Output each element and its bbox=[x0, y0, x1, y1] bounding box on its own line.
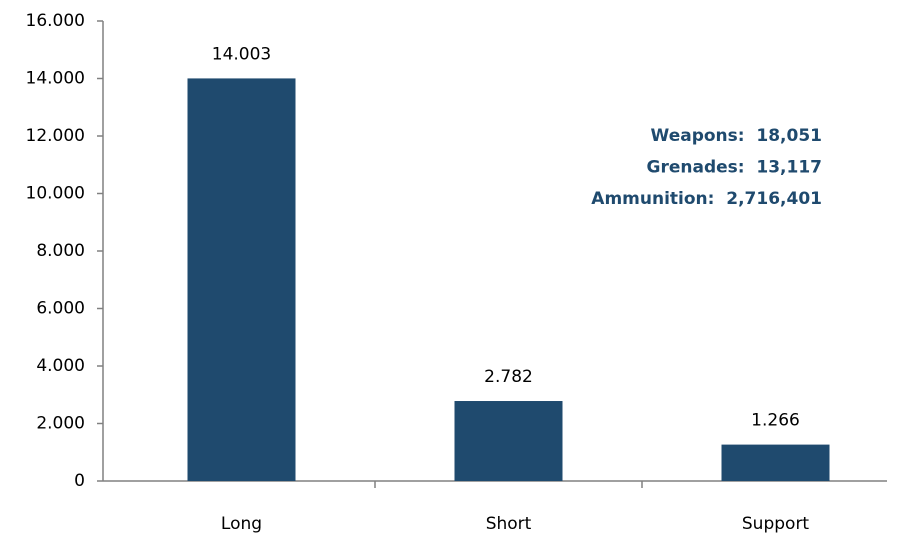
y-tick-label: 10.000 bbox=[26, 184, 85, 204]
bar bbox=[187, 78, 296, 481]
bar bbox=[454, 401, 563, 481]
y-tick-label: 16.000 bbox=[26, 11, 85, 31]
y-tick-label: 0 bbox=[74, 471, 85, 491]
annotation: Grenades: 13,117 bbox=[647, 158, 823, 178]
y-tick-label: 6.000 bbox=[36, 299, 85, 319]
x-tick-label: Support bbox=[742, 514, 810, 534]
value-label: 2.782 bbox=[484, 367, 533, 387]
x-tick-label: Long bbox=[221, 514, 262, 534]
y-tick-label: 2.000 bbox=[36, 414, 85, 434]
y-tick-label: 4.000 bbox=[36, 356, 85, 376]
y-tick-label: 14.000 bbox=[26, 69, 85, 89]
annotation: Weapons: 18,051 bbox=[651, 126, 822, 146]
y-tick-label: 12.000 bbox=[26, 126, 85, 146]
x-tick-label: Short bbox=[486, 514, 532, 534]
value-label: 1.266 bbox=[751, 411, 800, 431]
bar bbox=[721, 444, 830, 481]
annotation: Ammunition: 2,716,401 bbox=[591, 189, 822, 209]
value-label: 14.003 bbox=[212, 44, 271, 64]
y-tick-label: 8.000 bbox=[36, 241, 85, 261]
